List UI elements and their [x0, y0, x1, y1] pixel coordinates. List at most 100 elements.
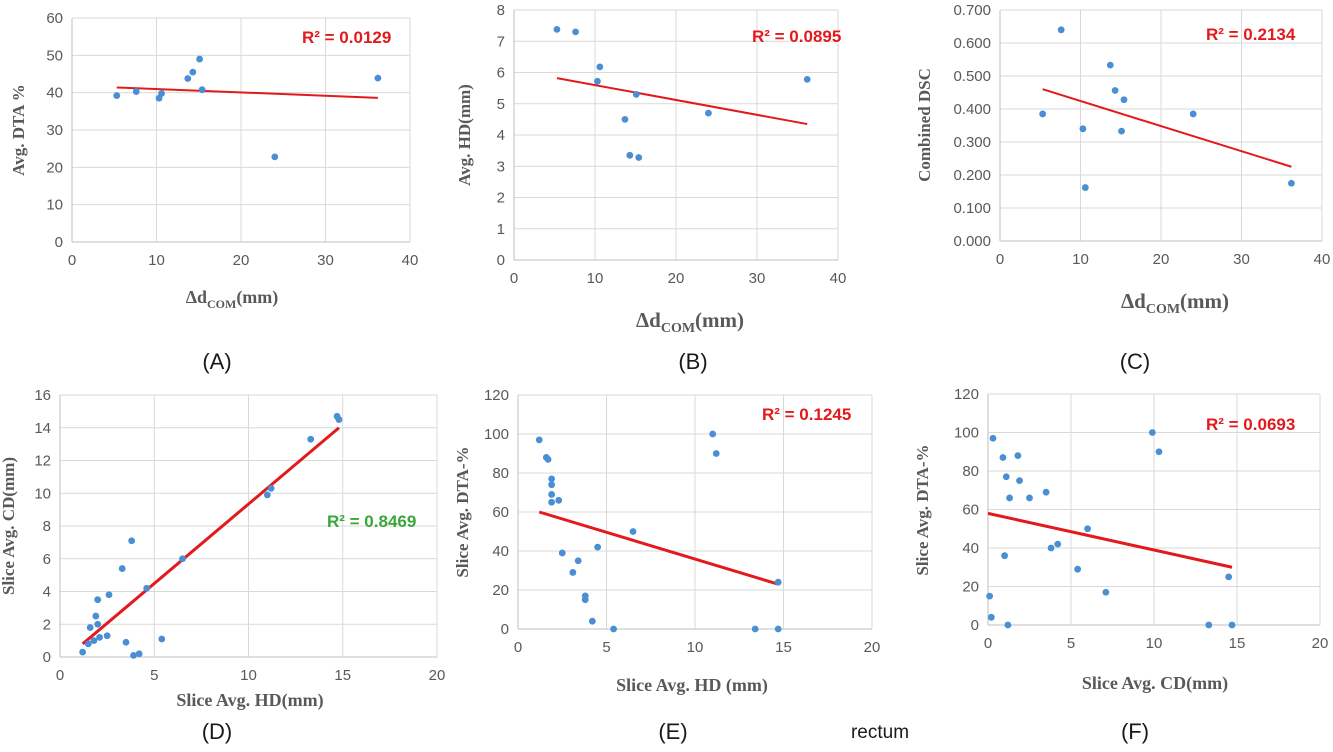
- x-axis-label: Slice Avg. CD(mm): [1082, 673, 1228, 694]
- data-point: [803, 75, 811, 83]
- y-tick-label: 0.400: [953, 101, 991, 118]
- y-tick-label: 0.100: [953, 200, 991, 217]
- data-point: [1026, 494, 1033, 502]
- data-point: [267, 484, 275, 492]
- data-point: [86, 624, 94, 631]
- data-point: [1189, 110, 1197, 118]
- data-point: [1001, 552, 1008, 560]
- data-point: [113, 92, 121, 100]
- x-tick-label: 10: [1072, 251, 1089, 268]
- x-tick-label: 30: [317, 252, 334, 269]
- panel-label: (A): [202, 349, 231, 374]
- x-tick-label: 20: [1153, 251, 1170, 268]
- y-tick-label: 0: [43, 649, 51, 666]
- data-point: [629, 528, 637, 535]
- data-point: [1225, 573, 1233, 581]
- x-axis-label-subscript: COM: [207, 297, 236, 311]
- data-point: [751, 625, 759, 633]
- data-point: [130, 651, 137, 659]
- y-tick-label: 1: [497, 221, 505, 238]
- data-point: [1014, 452, 1022, 459]
- data-point: [79, 648, 87, 656]
- data-point: [987, 613, 995, 621]
- data-point: [594, 77, 601, 85]
- data-point: [122, 638, 130, 646]
- r-squared-label: R² = 0.0895: [752, 27, 841, 46]
- data-point: [96, 633, 103, 641]
- x-tick-label: 0: [984, 635, 992, 652]
- x-axis-label-subscript: COM: [661, 321, 695, 336]
- y-tick-label: 4: [497, 127, 505, 144]
- data-point: [548, 491, 556, 498]
- data-point: [574, 557, 582, 565]
- data-point: [1148, 429, 1156, 436]
- y-tick-label: 100: [954, 425, 979, 442]
- data-point: [84, 640, 92, 648]
- y-axis-label: Slice Avg. CD(mm): [0, 457, 18, 595]
- data-point: [535, 436, 543, 444]
- x-axis-label-main: Δd: [636, 308, 661, 332]
- x-axis-label-main: Slice Avg. CD(mm): [1082, 673, 1228, 694]
- panel-label: (E): [658, 719, 687, 744]
- data-point: [143, 584, 151, 592]
- data-point: [1120, 96, 1128, 104]
- y-tick-label: 20: [492, 582, 509, 599]
- x-tick-label: 0: [56, 667, 64, 684]
- data-point: [635, 154, 643, 161]
- data-point: [1084, 525, 1091, 533]
- data-point: [263, 491, 271, 499]
- data-point: [705, 109, 712, 117]
- trendline: [556, 77, 808, 126]
- data-point: [548, 481, 556, 489]
- trendline: [987, 511, 1233, 569]
- chart-panel: 0 10 20 30 40 50 60 0 10 20 30 40 Avg. DTA % ΔdCOM(mm…: [9, 10, 418, 374]
- y-tick-label: 50: [46, 47, 63, 64]
- data-point: [1081, 184, 1089, 191]
- data-point: [1155, 448, 1163, 456]
- chart-panel: 0.000 0.100 0.200 0.300 0.400 0.500 0.600 0.700…: [915, 2, 1330, 374]
- x-tick-label: 5: [602, 639, 610, 656]
- x-tick-label: 40: [830, 270, 847, 287]
- x-tick-label: 10: [1146, 635, 1163, 652]
- data-point: [198, 86, 206, 94]
- data-point: [132, 88, 140, 95]
- x-axis-label-main: Slice Avg. HD (mm): [616, 675, 768, 696]
- data-point: [1118, 127, 1125, 135]
- data-point: [335, 416, 343, 423]
- y-tick-label: 120: [484, 387, 509, 404]
- y-axis-label: Slice Avg. DTA-%: [453, 446, 472, 577]
- trendline: [116, 86, 378, 99]
- y-tick-label: 0.000: [953, 233, 991, 250]
- panel-label: (C): [1120, 349, 1151, 374]
- y-tick-label: 6: [497, 65, 505, 82]
- y-tick-label: 0.300: [953, 134, 991, 151]
- data-point: [1047, 544, 1055, 552]
- data-point: [1039, 110, 1047, 118]
- data-point: [135, 650, 143, 658]
- x-axis-label-main: Slice Avg. HD(mm): [176, 690, 323, 711]
- x-axis-label: ΔdCOM(mm): [1121, 289, 1229, 317]
- data-point: [621, 115, 629, 123]
- data-point: [594, 543, 602, 551]
- y-tick-label: 40: [492, 543, 509, 560]
- data-point: [103, 632, 111, 640]
- data-point: [588, 617, 596, 625]
- y-tick-label: 0: [971, 617, 979, 634]
- y-tick-label: 20: [962, 579, 979, 596]
- panel-label: (B): [678, 349, 707, 374]
- data-point: [1074, 565, 1082, 573]
- data-point: [548, 498, 556, 506]
- data-point: [158, 90, 165, 97]
- data-point: [1057, 26, 1065, 34]
- data-point: [1205, 621, 1213, 629]
- y-tick-label: 40: [46, 85, 63, 102]
- chart-panel: 0 20 40 60 80 100 120 0 5 10 15 20 Slice Avg. DTA-% S…: [913, 386, 1328, 744]
- trendline: [81, 426, 340, 646]
- data-point: [709, 430, 717, 438]
- data-point: [374, 74, 382, 82]
- data-point: [596, 63, 604, 71]
- y-axis-label: Slice Avg. DTA-%: [913, 444, 932, 575]
- data-point: [999, 454, 1007, 461]
- data-point: [986, 592, 994, 600]
- data-point: [307, 435, 315, 443]
